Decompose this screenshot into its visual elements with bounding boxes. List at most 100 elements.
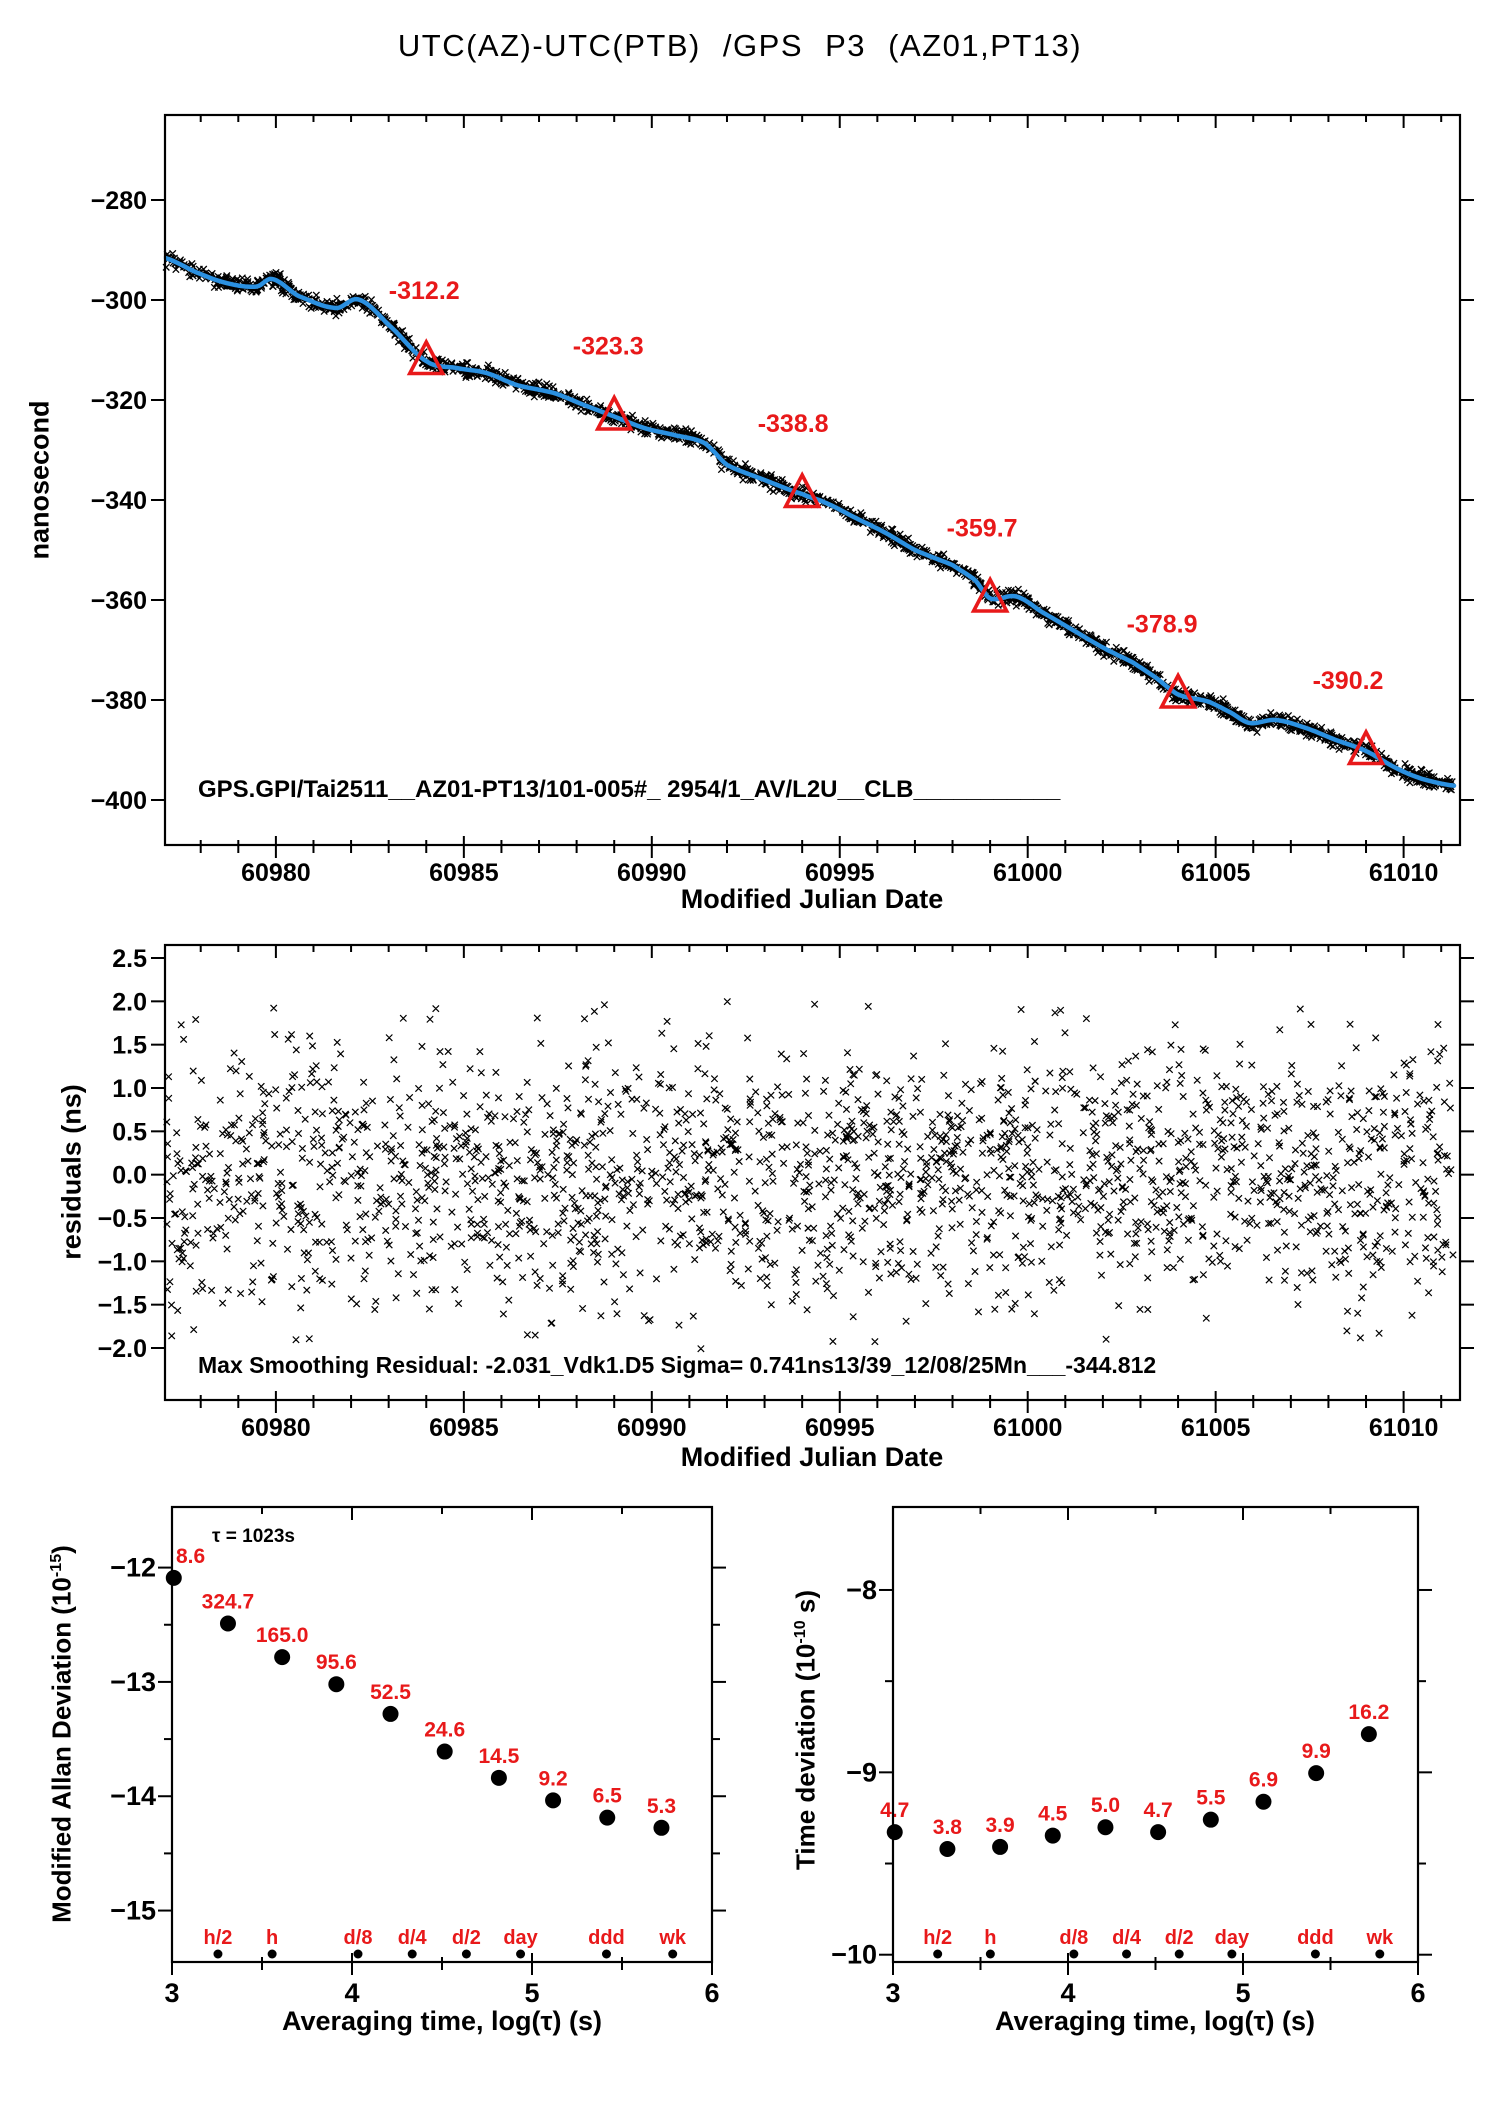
y-tick-label: −1.0 — [98, 1248, 147, 1276]
phase-scatter-markers — [162, 249, 1456, 794]
y-tick-label: −13 — [110, 1667, 156, 1697]
x-tick-label: 60995 — [805, 859, 875, 887]
x-tick-label: 3 — [164, 1978, 179, 2008]
y-tick-label: −0.5 — [98, 1205, 147, 1233]
phase-x-axis-label: Modified Julian Date — [680, 884, 944, 914]
period-tick-dot — [407, 1949, 417, 1959]
deviation-data-point — [490, 1769, 507, 1786]
deviation-data-point — [436, 1743, 453, 1760]
figure-title: UTC(AZ)-UTC(PTB) /GPS P3 (AZ01,PT13) — [397, 28, 1083, 63]
residuals-panel-frame — [163, 943, 1462, 1402]
deviation-value-label: 95.6 — [316, 1651, 357, 1674]
phase-annotation: GPS.GPI/Tai2511__AZ01-PT13/101-005#_ 295… — [198, 776, 1061, 803]
period-tick-dot — [461, 1949, 471, 1959]
period-tick-label: day — [503, 1927, 538, 1949]
deviation-value-label: 5.3 — [647, 1795, 676, 1818]
deviation-value-label: 3.9 — [985, 1814, 1014, 1837]
y-tick-label: −14 — [110, 1781, 156, 1811]
deviation-value-label: 8.6 — [176, 1545, 205, 1568]
y-tick-label: −400 — [91, 787, 147, 815]
deviation-value-label: 3.8 — [933, 1816, 963, 1839]
y-tick-label: 1.0 — [112, 1075, 147, 1103]
calibration-triangle-marker — [1346, 728, 1386, 766]
y-tick-label: −280 — [91, 187, 147, 215]
period-tick-label: d/4 — [1112, 1927, 1142, 1949]
deviation-value-label: 14.5 — [478, 1745, 519, 1768]
deviation-data-point — [382, 1705, 399, 1722]
y-tick-label: 2.5 — [112, 945, 147, 973]
mdev-y-axis-label-text: Modified Allan Deviation (10 — [46, 1577, 77, 1923]
deviation-value-label: 5.0 — [1091, 1794, 1120, 1817]
period-tick-dot — [1069, 1949, 1079, 1959]
y-tick-label: 0.5 — [112, 1118, 147, 1146]
y-tick-label: −8 — [846, 1575, 877, 1605]
period-tick-dot — [213, 1949, 223, 1959]
y-tick-label: −12 — [110, 1553, 156, 1583]
x-tick-label: 5 — [524, 1978, 539, 2008]
period-tick-label: h/2 — [204, 1927, 233, 1949]
deviation-data-point — [1202, 1811, 1219, 1828]
period-tick-label: d/8 — [344, 1927, 373, 1949]
phase-y-axis-label: nanosecond — [24, 400, 55, 560]
deviation-data-point — [939, 1840, 956, 1857]
period-tick-dot — [1122, 1949, 1132, 1959]
residuals-scatter-markers — [163, 997, 1457, 1353]
residuals-annotation: Max Smoothing Residual: -2.031_Vdk1.D5 S… — [198, 1352, 1157, 1378]
calibration-triangle-marker — [970, 575, 1010, 613]
deviation-data-point — [653, 1819, 670, 1836]
x-tick-label: 3 — [885, 1978, 900, 2008]
calibration-value-label: -390.2 — [1313, 667, 1384, 695]
period-tick-dot — [353, 1949, 363, 1959]
deviation-value-label: 6.9 — [1249, 1769, 1278, 1792]
period-tick-label: d/2 — [452, 1927, 481, 1949]
x-tick-label: 4 — [1060, 1978, 1075, 2008]
deviation-data-point — [1150, 1824, 1167, 1841]
period-tick-dot — [668, 1949, 678, 1959]
mdev-y-axis-label: Modified Allan Deviation (10-15) — [47, 1545, 78, 1923]
x-tick-label: 60990 — [617, 859, 687, 887]
mdev-y-axis-label-exponent: -15 — [46, 1553, 65, 1578]
calibration-value-label: -323.3 — [573, 333, 644, 361]
deviation-value-label: 24.6 — [424, 1719, 465, 1742]
y-tick-label: −9 — [846, 1757, 877, 1787]
x-tick-label: 61000 — [993, 859, 1063, 887]
period-tick-label: d/8 — [1059, 1927, 1088, 1949]
mdev-tau-note: τ = 1023s — [212, 1526, 295, 1547]
deviation-value-label: 5.5 — [1196, 1787, 1226, 1810]
period-tick-label: d/2 — [1165, 1927, 1194, 1949]
deviation-data-point — [1097, 1819, 1114, 1836]
tdev-x-axis-label: Averaging time, log(τ) (s) — [994, 2006, 1316, 2036]
period-tick-dot — [601, 1949, 611, 1959]
deviation-data-point — [886, 1824, 903, 1841]
period-tick-label: h — [266, 1927, 278, 1949]
deviation-value-label: 4.7 — [880, 1799, 909, 1822]
calibration-triangle-marker — [1158, 671, 1198, 709]
period-tick-dot — [1310, 1949, 1320, 1959]
y-tick-label: −360 — [91, 587, 147, 615]
y-tick-label: −300 — [91, 287, 147, 315]
deviation-data-point — [219, 1615, 236, 1632]
period-tick-label: h — [984, 1927, 996, 1949]
calibration-value-label: -338.8 — [758, 410, 829, 438]
calibration-triangle-marker — [782, 471, 822, 509]
x-tick-label: 60990 — [617, 1414, 687, 1442]
period-tick-label: wk — [658, 1927, 687, 1949]
calibration-triangle-marker — [594, 393, 634, 431]
x-tick-label: 6 — [1410, 1978, 1425, 2008]
x-tick-label: 6 — [704, 1978, 719, 2008]
deviation-value-label: 52.5 — [370, 1681, 411, 1704]
deviation-data-point — [1255, 1793, 1272, 1810]
deviation-data-point — [1360, 1726, 1377, 1743]
deviation-data-point — [274, 1649, 291, 1666]
x-tick-label: 4 — [344, 1978, 359, 2008]
calibration-triangle-marker — [406, 338, 446, 376]
calibration-value-label: -359.7 — [947, 515, 1018, 543]
x-tick-label: 61000 — [993, 1414, 1063, 1442]
tdev-y-axis-label-exponent: -10 — [790, 1620, 809, 1644]
deviation-value-label: 4.5 — [1038, 1803, 1068, 1826]
x-tick-label: 61010 — [1369, 1414, 1439, 1442]
deviation-value-label: 9.9 — [1302, 1740, 1331, 1763]
tdev-y-axis-label-text: Time deviation (10 — [790, 1643, 821, 1871]
deviation-data-point — [1308, 1765, 1325, 1782]
